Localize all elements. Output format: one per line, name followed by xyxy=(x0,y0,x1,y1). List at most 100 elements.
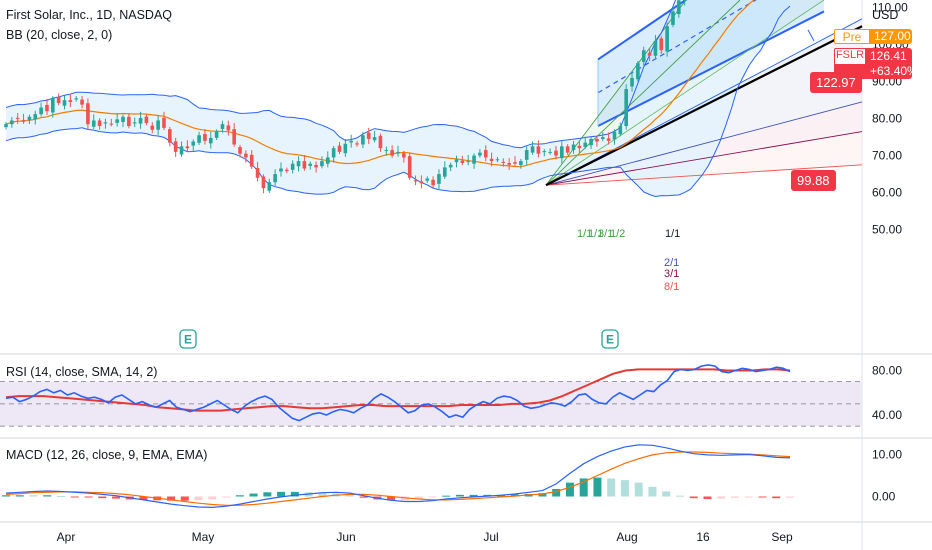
candle[interactable] xyxy=(483,150,488,158)
candle[interactable] xyxy=(4,124,8,128)
earnings-marker[interactable]: E xyxy=(601,329,619,349)
candle[interactable] xyxy=(384,150,389,152)
candle[interactable] xyxy=(636,63,640,80)
candle[interactable] xyxy=(261,176,266,189)
macd-histogram-bar[interactable] xyxy=(167,496,176,501)
macd-label[interactable]: MACD (12, 26, close, 9, EMA, EMA) xyxy=(6,448,208,462)
macd-histogram-bar[interactable] xyxy=(98,496,107,499)
candle[interactable] xyxy=(355,143,359,145)
macd-histogram-bar[interactable] xyxy=(565,482,574,497)
candle[interactable] xyxy=(220,124,225,129)
candle[interactable] xyxy=(68,100,73,102)
candle[interactable] xyxy=(27,116,32,121)
macd-histogram-bar[interactable] xyxy=(717,496,726,499)
candle[interactable] xyxy=(121,116,125,122)
candle[interactable] xyxy=(419,181,424,184)
candle[interactable] xyxy=(279,168,283,172)
candle[interactable] xyxy=(185,146,190,149)
macd-histogram-bar[interactable] xyxy=(675,495,684,497)
callout-high[interactable]: 122.97 xyxy=(810,72,862,93)
candle[interactable] xyxy=(162,117,166,128)
macd-histogram-bar[interactable] xyxy=(442,495,451,497)
macd-histogram-bar[interactable] xyxy=(222,496,231,498)
candle[interactable] xyxy=(86,103,90,125)
bollinger-lower[interactable] xyxy=(5,5,791,198)
macd-histogram-bar[interactable] xyxy=(428,496,437,498)
macd-histogram-bar[interactable] xyxy=(263,492,272,497)
candle[interactable] xyxy=(232,129,236,145)
candle[interactable] xyxy=(460,160,465,163)
candle[interactable] xyxy=(671,11,675,25)
candle[interactable] xyxy=(524,150,529,160)
candle[interactable] xyxy=(290,163,295,170)
candle[interactable] xyxy=(168,129,172,143)
candle[interactable] xyxy=(50,98,55,113)
macd-histogram-bar[interactable] xyxy=(345,495,354,497)
candle[interactable] xyxy=(197,135,201,143)
candle[interactable] xyxy=(595,138,599,142)
macd-signal-line[interactable] xyxy=(5,451,791,506)
candle[interactable] xyxy=(314,165,318,168)
macd-histogram-bar[interactable] xyxy=(579,478,588,497)
channel-upper-line[interactable] xyxy=(597,0,824,61)
candle[interactable] xyxy=(565,146,570,153)
candle[interactable] xyxy=(489,158,494,162)
macd-histogram-bar[interactable] xyxy=(414,496,423,500)
macd-histogram-bar[interactable] xyxy=(552,488,561,497)
macd-histogram-bar[interactable] xyxy=(620,480,629,497)
candle[interactable] xyxy=(208,137,213,144)
macd-histogram-bar[interactable] xyxy=(387,496,396,501)
candle[interactable] xyxy=(302,161,307,169)
rsi-pane[interactable] xyxy=(0,364,862,427)
candle[interactable] xyxy=(571,144,576,151)
macd-histogram-bar[interactable] xyxy=(359,496,368,498)
candle[interactable] xyxy=(560,146,564,159)
macd-histogram-bar[interactable] xyxy=(758,496,767,498)
macd-histogram-bar[interactable] xyxy=(689,496,698,499)
macd-pane[interactable] xyxy=(2,444,794,509)
candle[interactable] xyxy=(641,50,646,62)
price-pane[interactable]: 1/11/13/11/2 1/12/13/18/1E E xyxy=(0,0,863,349)
candle[interactable] xyxy=(600,137,605,139)
candle[interactable] xyxy=(144,116,149,124)
candle[interactable] xyxy=(267,182,272,191)
candle[interactable] xyxy=(273,174,277,183)
candle[interactable] xyxy=(238,147,242,154)
candle[interactable] xyxy=(618,126,623,135)
macd-histogram-bar[interactable] xyxy=(70,496,79,498)
rsi-label[interactable]: RSI (14, close, SMA, 14, 2) xyxy=(6,365,158,379)
macd-histogram-bar[interactable] xyxy=(455,494,464,497)
candle[interactable] xyxy=(115,119,119,123)
bollinger-label[interactable]: BB (20, close, 2, 0) xyxy=(6,28,113,42)
gann-fan-ray[interactable] xyxy=(545,0,741,186)
macd-histogram-bar[interactable] xyxy=(703,496,712,500)
macd-histogram-bar[interactable] xyxy=(290,491,299,497)
macd-histogram-bar[interactable] xyxy=(57,496,66,498)
gann-fan-ray[interactable] xyxy=(545,131,863,186)
candle[interactable] xyxy=(472,155,476,164)
macd-histogram-bar[interactable] xyxy=(318,492,327,497)
candle[interactable] xyxy=(255,167,260,178)
macd-histogram-bar[interactable] xyxy=(538,493,547,497)
gann-fan-ray[interactable] xyxy=(545,0,825,186)
macd-histogram-bar[interactable] xyxy=(29,495,38,497)
candle[interactable] xyxy=(214,131,219,138)
gann-fan-ray[interactable] xyxy=(545,18,863,186)
candle[interactable] xyxy=(454,159,459,163)
candle[interactable] xyxy=(325,157,330,164)
candle[interactable] xyxy=(390,150,394,156)
candle[interactable] xyxy=(62,100,67,106)
candle[interactable] xyxy=(308,163,313,166)
macd-histogram-bar[interactable] xyxy=(662,491,671,497)
candle[interactable] xyxy=(320,161,324,167)
macd-histogram-bar[interactable] xyxy=(180,496,189,501)
macd-histogram-bar[interactable] xyxy=(277,491,286,497)
macd-histogram-bar[interactable] xyxy=(2,495,10,497)
candle[interactable] xyxy=(425,178,430,181)
candle[interactable] xyxy=(226,125,231,131)
candle[interactable] xyxy=(413,180,418,182)
candle[interactable] xyxy=(542,151,547,153)
callout-low[interactable]: 99.88 xyxy=(791,170,836,191)
candle[interactable] xyxy=(191,141,196,146)
candle[interactable] xyxy=(519,161,523,166)
